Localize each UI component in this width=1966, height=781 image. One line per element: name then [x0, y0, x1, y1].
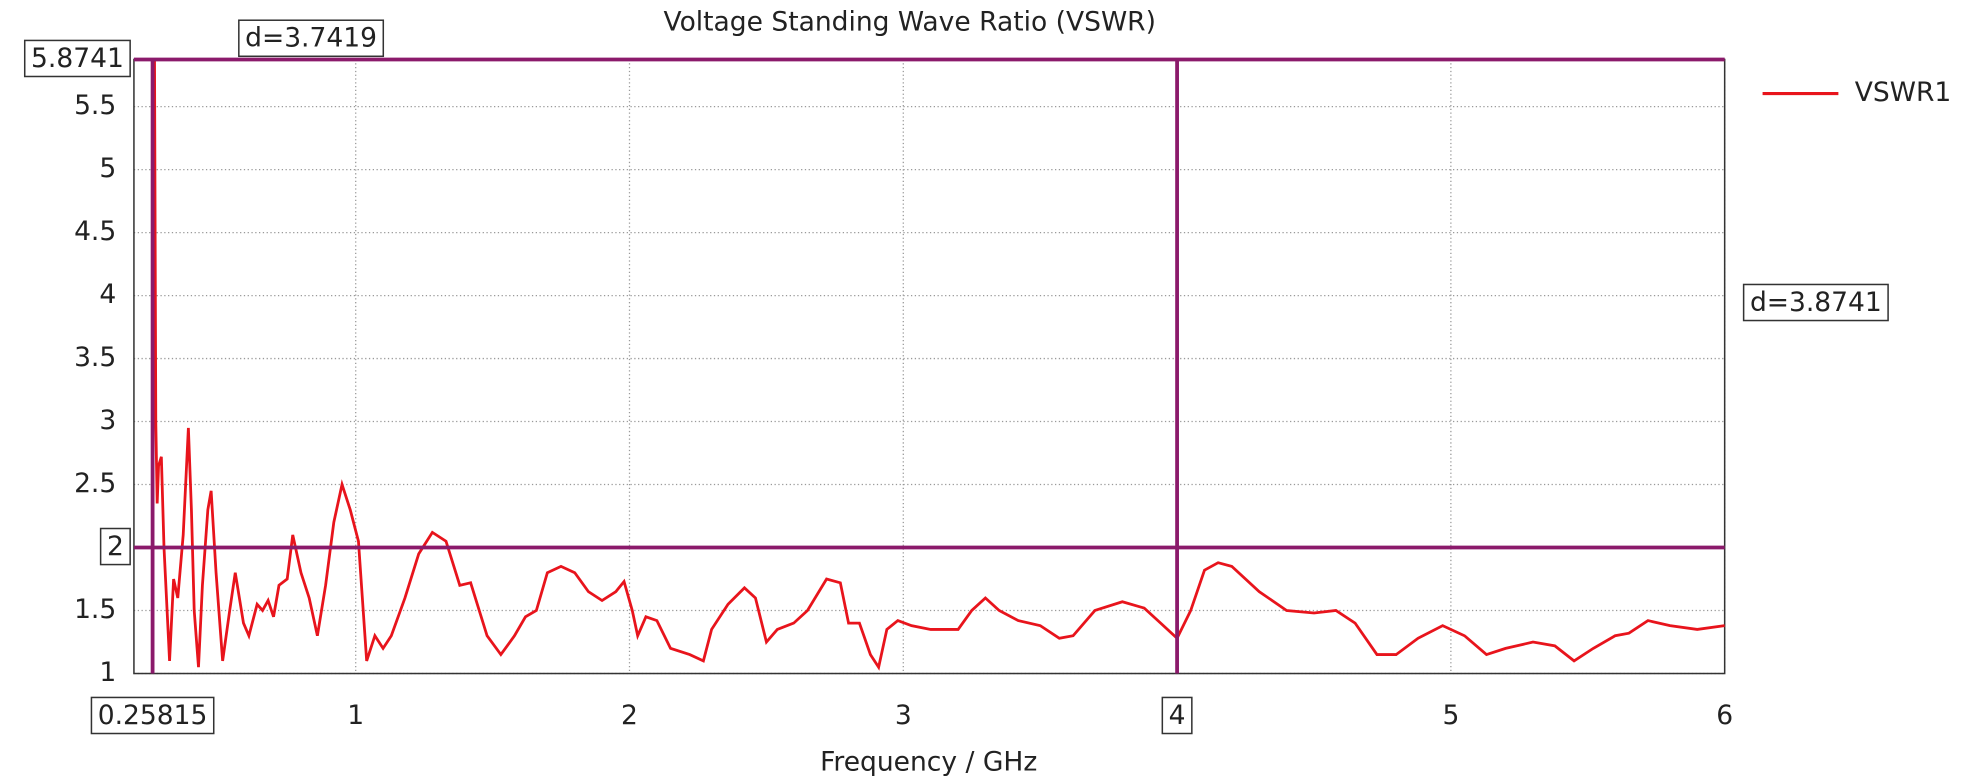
y-tick-label: 4: [99, 279, 116, 310]
marker-y-label-box: [99, 527, 131, 566]
marker-x-label-box: [1161, 696, 1193, 735]
marker-y-label: 2: [107, 531, 124, 562]
y-tick-label: 2.5: [74, 468, 116, 499]
marker-x-label: 0.25815: [98, 700, 208, 731]
y-tick-label: 5: [99, 153, 116, 184]
marker-x-label-box: [90, 696, 215, 735]
y-tick-label: 1.5: [74, 594, 116, 625]
y-tick-label: 4.5: [74, 216, 116, 247]
x-tick-label: 6: [1716, 700, 1733, 731]
x-axis-label: Frequency / GHz: [820, 747, 1037, 778]
x-tick-label: 2: [621, 700, 638, 731]
y-tick-label: 1: [99, 657, 116, 688]
y-delta-label-box: [1742, 283, 1889, 322]
legend-label: VSWR1: [1855, 77, 1951, 108]
plot-frame: [133, 58, 1726, 675]
y-tick-label: 3: [99, 405, 116, 436]
marker-x-label: 4: [1169, 700, 1186, 731]
x-tick-label: 1: [347, 700, 364, 731]
y-tick-label: 3.5: [74, 342, 116, 373]
y-delta-label: d=3.8741: [1750, 287, 1882, 318]
x-delta-label: d=3.7419: [245, 23, 377, 54]
chart-title: Voltage Standing Wave Ratio (VSWR): [663, 6, 1155, 37]
marker-y-label: 5.8741: [31, 43, 124, 74]
x-tick-label: 5: [1442, 700, 1459, 731]
data-line: [151, 59, 1725, 671]
x-tick-label: 3: [895, 700, 912, 731]
x-delta-label-box: [238, 19, 385, 58]
y-tick-label: 5.5: [74, 90, 116, 121]
marker-y-label-box: [23, 39, 131, 78]
